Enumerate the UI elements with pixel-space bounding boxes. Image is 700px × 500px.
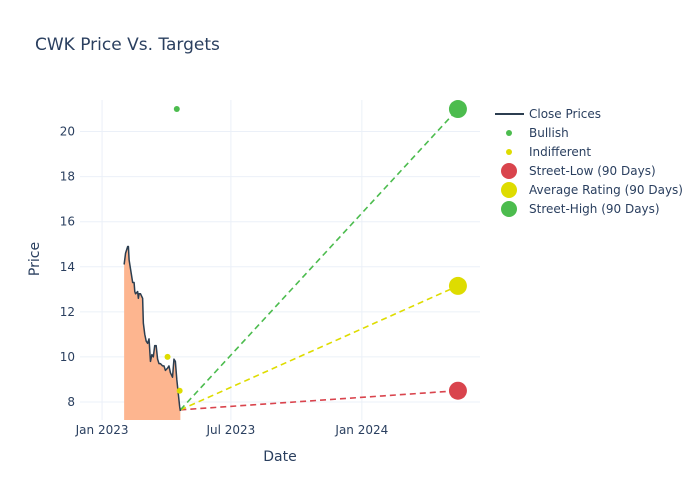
y-tick-label: 12 [60,305,75,319]
y-tick-label: 16 [60,215,75,229]
chart-title: CWK Price Vs. Targets [35,35,220,55]
legend-dot-swatch [506,130,512,136]
x-axis-title: Date [263,449,296,465]
legend-circle-swatch [501,163,517,179]
target-lines [179,108,459,411]
y-tick-label: 18 [60,170,75,184]
x-tick-label: Jan 2023 [75,423,129,437]
legend-circle-swatch [501,182,517,198]
points-layer [164,100,467,400]
legend: Close Prices Bullish Indifferent Street-Low… [495,107,683,217]
legend-item[interactable]: Street-High (90 Days) [501,201,660,217]
indifferent-point [176,387,183,394]
street-high-marker [448,100,467,119]
y-tick-label: 20 [60,125,75,139]
legend-label: Close Prices [529,107,601,121]
legend-item[interactable]: Close Prices [495,107,601,121]
x-tick-label: Jul 2023 [205,423,255,437]
legend-label: Indifferent [529,145,591,159]
legend-dot-swatch [506,149,512,155]
price-layer [123,245,182,412]
street-high-line [179,108,459,411]
close-price-line [123,245,182,412]
legend-label: Average Rating (90 Days) [529,183,683,197]
bullish-point [173,106,180,113]
y-tick-label: 8 [67,395,75,409]
legend-label: Street-Low (90 Days) [529,164,656,178]
x-tick-label: Jan 2024 [334,423,388,437]
street-low-line [180,389,458,411]
legend-item[interactable]: Indifferent [506,145,591,159]
y-tick-label: 10 [60,350,75,364]
legend-label: Bullish [529,126,569,140]
street-low-marker [448,381,467,400]
average-rating-line [180,285,459,411]
close-price-area [124,246,181,420]
y-tick-label: 14 [60,260,75,274]
x-axis-ticks: Jan 2023 Jul 2023 Jan 2024 [75,423,389,437]
legend-circle-swatch [501,201,517,217]
legend-item[interactable]: Average Rating (90 Days) [501,182,683,198]
legend-item[interactable]: Bullish [506,126,569,140]
average-rating-marker [448,276,467,295]
y-axis-title: Price [27,242,43,276]
indifferent-point [164,353,171,360]
legend-label: Street-High (90 Days) [529,202,660,216]
area-layer [124,246,181,420]
y-axis-ticks: 8 10 12 14 16 18 20 [60,125,75,409]
legend-item[interactable]: Street-Low (90 Days) [501,163,656,179]
